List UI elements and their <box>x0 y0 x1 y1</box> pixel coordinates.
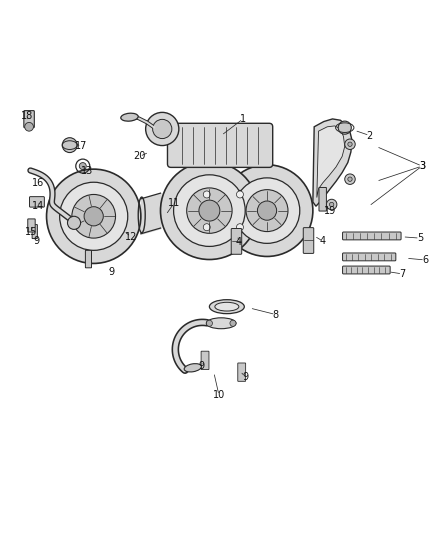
Circle shape <box>152 119 172 139</box>
Text: 17: 17 <box>75 141 88 151</box>
Text: 20: 20 <box>133 151 146 161</box>
Circle shape <box>79 163 86 169</box>
Text: 13: 13 <box>81 166 93 176</box>
Text: 3: 3 <box>419 161 425 171</box>
FancyBboxPatch shape <box>343 232 401 240</box>
Circle shape <box>67 216 81 229</box>
Circle shape <box>203 224 210 231</box>
FancyBboxPatch shape <box>231 229 242 254</box>
Ellipse shape <box>215 302 239 311</box>
Circle shape <box>25 123 33 131</box>
Ellipse shape <box>209 300 244 313</box>
Ellipse shape <box>206 318 236 329</box>
Text: 6: 6 <box>422 255 428 265</box>
Circle shape <box>258 201 277 220</box>
Circle shape <box>234 178 300 244</box>
Circle shape <box>160 161 258 260</box>
Circle shape <box>348 177 352 181</box>
Circle shape <box>62 138 77 152</box>
Polygon shape <box>313 119 352 206</box>
Ellipse shape <box>121 113 138 121</box>
FancyBboxPatch shape <box>201 351 209 369</box>
FancyBboxPatch shape <box>29 197 44 207</box>
Text: 4: 4 <box>236 238 242 247</box>
Text: 12: 12 <box>125 232 137 242</box>
Text: 4: 4 <box>320 236 326 246</box>
Circle shape <box>326 199 337 210</box>
Text: 8: 8 <box>273 310 279 319</box>
FancyBboxPatch shape <box>152 122 173 137</box>
Circle shape <box>237 224 244 231</box>
Circle shape <box>237 191 244 198</box>
Text: 14: 14 <box>32 201 44 211</box>
FancyBboxPatch shape <box>343 266 390 274</box>
Text: 15: 15 <box>25 228 37 237</box>
Text: 3: 3 <box>419 161 425 171</box>
Text: 5: 5 <box>417 233 423 243</box>
Circle shape <box>72 195 116 238</box>
Text: 10: 10 <box>213 390 225 400</box>
FancyBboxPatch shape <box>24 111 34 128</box>
Ellipse shape <box>184 364 201 372</box>
Circle shape <box>199 200 220 221</box>
Circle shape <box>146 112 179 146</box>
FancyBboxPatch shape <box>85 251 92 268</box>
Circle shape <box>329 203 334 207</box>
Circle shape <box>348 142 352 147</box>
FancyBboxPatch shape <box>32 224 37 239</box>
Text: 9: 9 <box>33 236 39 246</box>
Circle shape <box>187 188 232 233</box>
FancyBboxPatch shape <box>202 190 244 231</box>
FancyBboxPatch shape <box>28 219 35 232</box>
Text: 19: 19 <box>324 206 336 216</box>
FancyBboxPatch shape <box>238 363 246 381</box>
Polygon shape <box>317 126 345 198</box>
Text: 1: 1 <box>240 114 246 124</box>
Circle shape <box>338 121 351 134</box>
Circle shape <box>203 191 210 198</box>
Text: 18: 18 <box>21 111 33 121</box>
Text: 11: 11 <box>168 198 180 208</box>
Text: 7: 7 <box>399 269 406 279</box>
FancyBboxPatch shape <box>303 228 314 253</box>
Text: 9: 9 <box>198 361 205 371</box>
FancyBboxPatch shape <box>167 123 273 167</box>
Circle shape <box>173 175 245 246</box>
Text: 9: 9 <box>242 372 248 382</box>
Circle shape <box>84 207 103 226</box>
Text: 16: 16 <box>32 177 44 188</box>
Text: 9: 9 <box>108 266 114 277</box>
Circle shape <box>60 182 128 251</box>
Circle shape <box>345 174 355 184</box>
Circle shape <box>246 190 288 231</box>
Circle shape <box>46 169 141 263</box>
FancyBboxPatch shape <box>319 188 326 211</box>
Circle shape <box>221 165 313 256</box>
Circle shape <box>206 320 212 326</box>
Circle shape <box>230 320 236 326</box>
Text: 2: 2 <box>367 131 373 141</box>
Circle shape <box>345 139 355 149</box>
FancyBboxPatch shape <box>343 253 396 261</box>
